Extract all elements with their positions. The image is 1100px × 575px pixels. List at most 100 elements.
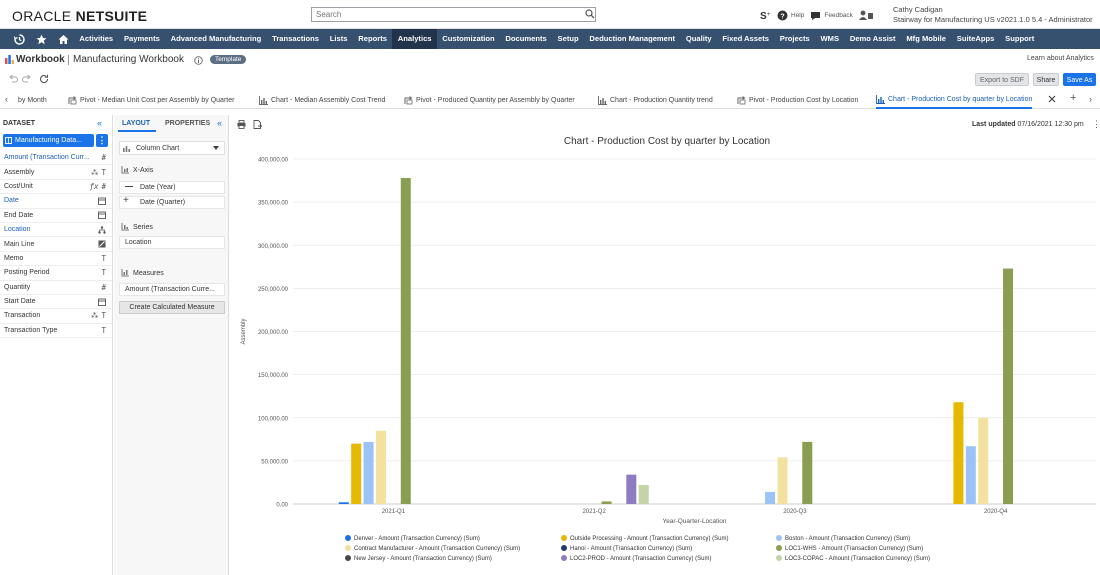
chart-type-select[interactable]: Column Chart bbox=[119, 141, 225, 155]
favorites-star-icon[interactable] bbox=[30, 29, 52, 49]
dataset-field-transaction[interactable]: Transaction ⁂ T bbox=[0, 309, 112, 324]
dataset-field-label: Memo bbox=[4, 254, 24, 262]
series-item-location[interactable]: Location bbox=[119, 236, 225, 249]
print-icon[interactable] bbox=[237, 120, 246, 129]
tab-scroll-right-icon[interactable]: › bbox=[1089, 94, 1092, 104]
export-to-sdf-button[interactable]: Export to SDF bbox=[975, 73, 1029, 86]
dataset-field-main-line[interactable]: Main Line bbox=[0, 237, 112, 252]
dataset-field-label: Location bbox=[4, 226, 31, 234]
nav-item-projects[interactable]: Projects bbox=[779, 34, 810, 43]
legend-entry: Boston - Amount (Transaction Currency) (… bbox=[785, 536, 910, 542]
tab-scroll-left-icon[interactable]: ‹ bbox=[5, 94, 8, 104]
dataset-selector[interactable]: Manufacturing Data... bbox=[3, 134, 94, 147]
nav-item-demo-assist[interactable]: Demo Assist bbox=[849, 34, 896, 43]
nav-item-quality[interactable]: Quality bbox=[685, 34, 712, 43]
nav-item-analytics[interactable]: Analytics bbox=[392, 29, 437, 49]
home-icon[interactable] bbox=[52, 29, 74, 49]
tab-chart-production-cost-by-quarter-by-location[interactable]: Chart - Production Cost by quarter by Lo… bbox=[876, 91, 1033, 109]
bar bbox=[802, 441, 813, 504]
dataset-field-memo[interactable]: Memo T bbox=[0, 252, 112, 267]
nav-item-wms[interactable]: WMS bbox=[820, 34, 840, 43]
refresh-icon[interactable] bbox=[39, 74, 49, 84]
dataset-field-cost-unit[interactable]: Cost/Unit ƒx # bbox=[0, 180, 112, 195]
collapse-layout-icon[interactable]: « bbox=[217, 118, 223, 128]
feedback-link[interactable]: Feedback bbox=[810, 10, 853, 21]
tab-properties[interactable]: PROPERTIES bbox=[165, 120, 211, 127]
help-icon: ? bbox=[777, 10, 788, 20]
tab-layout[interactable]: LAYOUT bbox=[122, 120, 151, 127]
redo-icon[interactable] bbox=[22, 74, 32, 84]
dataset-field-label: Quantity bbox=[4, 283, 31, 291]
dataset-field-assembly[interactable]: Assembly ⁂ T bbox=[0, 165, 112, 180]
search-icon[interactable] bbox=[585, 9, 595, 19]
create-calculated-measure-button[interactable]: Create Calculated Measure bbox=[119, 301, 225, 314]
info-icon[interactable] bbox=[194, 56, 203, 65]
bar bbox=[965, 446, 976, 504]
dataset-field-start-date[interactable]: Start Date bbox=[0, 295, 112, 310]
close-tab-icon[interactable] bbox=[1047, 94, 1057, 104]
workbook-name: Manufacturing Workbook bbox=[73, 54, 184, 65]
y-tick-label: 0.00 bbox=[276, 503, 288, 509]
share-button[interactable]: Share bbox=[1033, 73, 1059, 86]
user-role-icon[interactable] bbox=[858, 10, 873, 21]
nav-item-suiteapps[interactable]: SuiteApps bbox=[956, 34, 995, 43]
tab-label: Pivot - Median Unit Cost per Assembly by… bbox=[80, 96, 235, 104]
tab-pivot-produced-quantity-per-assembly-by-quarter[interactable]: Pivot - Produced Quantity per Assembly b… bbox=[404, 91, 575, 109]
export-icon[interactable] bbox=[253, 120, 262, 129]
nav-item-advanced-manufacturing[interactable]: Advanced Manufacturing bbox=[170, 34, 262, 43]
xaxis-item-quarter[interactable]: Date (Quarter) bbox=[119, 196, 225, 209]
expand-plus-icon[interactable]: + bbox=[123, 195, 129, 206]
dataset-field-amount-transaction-curr[interactable]: Amount (Transaction Curr... # bbox=[0, 151, 112, 166]
measures-item-amount[interactable]: Amount (Transaction Curre... bbox=[119, 283, 225, 296]
recent-records-icon[interactable] bbox=[8, 29, 30, 49]
nav-item-lists[interactable]: Lists bbox=[329, 34, 348, 43]
date-type-icon bbox=[98, 211, 106, 220]
dataset-field-end-date[interactable]: End Date bbox=[0, 209, 112, 223]
nav-item-support[interactable]: Support bbox=[1005, 34, 1035, 43]
y-tick-label: 250,000.00 bbox=[258, 287, 289, 293]
dataset-field-date[interactable]: Date bbox=[0, 194, 112, 209]
nav-item-reports[interactable]: Reports bbox=[358, 34, 387, 43]
chart-more-options-icon[interactable]: ⋮ bbox=[1092, 119, 1100, 129]
nav-item-payments[interactable]: Payments bbox=[123, 34, 160, 43]
chevron-down-icon[interactable] bbox=[213, 146, 219, 150]
x-tick-label: 2020-Q3 bbox=[783, 509, 807, 515]
tab-chart-production-quantity-trend[interactable]: Chart - Production Quantity trend bbox=[598, 91, 713, 109]
global-search-input[interactable] bbox=[311, 7, 596, 22]
learn-about-analytics-link[interactable]: Learn about Analytics bbox=[1027, 55, 1094, 62]
tab-by-month[interactable]: by Month bbox=[18, 91, 47, 109]
y-tick-label: 300,000.00 bbox=[258, 244, 289, 250]
undo-icon[interactable] bbox=[8, 74, 18, 84]
save-as-button[interactable]: Save As bbox=[1063, 73, 1096, 86]
dataset-field-quantity[interactable]: Quantity # bbox=[0, 281, 112, 295]
xaxis-item-year[interactable]: Date (Year) bbox=[119, 181, 225, 194]
nav-item-deduction-management[interactable]: Deduction Management bbox=[589, 34, 676, 43]
tab-chart-median-assembly-cost-trend[interactable]: Chart - Median Assembly Cost Trend bbox=[259, 91, 385, 109]
dataset-field-posting-period[interactable]: Posting Period T bbox=[0, 266, 112, 281]
nav-item-activities[interactable]: Activities bbox=[79, 34, 114, 43]
nav-item-fixed-assets[interactable]: Fixed Assets bbox=[722, 34, 769, 43]
legend-entry: LOC2-PROD - Amount (Transaction Currency… bbox=[570, 556, 711, 562]
dataset-field-transaction-type[interactable]: Transaction Type T bbox=[0, 324, 112, 339]
nav-item-documents[interactable]: Documents bbox=[505, 34, 547, 43]
create-new-button[interactable]: S + bbox=[760, 10, 771, 21]
nav-item-setup[interactable]: Setup bbox=[557, 34, 579, 43]
help-link[interactable]: ? Help bbox=[777, 10, 804, 21]
collapse-dataset-icon[interactable]: « bbox=[97, 118, 103, 128]
nav-item-transactions[interactable]: Transactions bbox=[272, 34, 319, 43]
add-tab-button[interactable]: + bbox=[1070, 92, 1077, 104]
hierarchy-type-icon bbox=[98, 225, 106, 234]
netsuite-logo[interactable]: ORACLE NETSUITE bbox=[12, 8, 148, 24]
collapse-minus-icon[interactable] bbox=[125, 186, 133, 188]
svg-text:S: S bbox=[760, 11, 767, 21]
dataset-more-options-button[interactable]: ⋮ bbox=[96, 134, 108, 147]
nav-item-mfg-mobile[interactable]: Mfg Mobile bbox=[906, 34, 946, 43]
tab-pivot-production-cost-by-location[interactable]: Pivot - Production Cost by Location bbox=[737, 91, 858, 109]
dataset-field-location[interactable]: Location bbox=[0, 223, 112, 238]
user-menu[interactable]: Cathy Cadigan Stairway for Manufacturing… bbox=[893, 5, 1093, 25]
nav-item-customization[interactable]: Customization bbox=[442, 34, 495, 43]
y-tick-label: 50,000.00 bbox=[261, 459, 288, 465]
measures-section: Measures bbox=[121, 269, 164, 277]
pivot-icon bbox=[68, 95, 77, 104]
tab-pivot-median-unit-cost-per-assembly-by-quarter[interactable]: Pivot - Median Unit Cost per Assembly by… bbox=[68, 91, 234, 109]
